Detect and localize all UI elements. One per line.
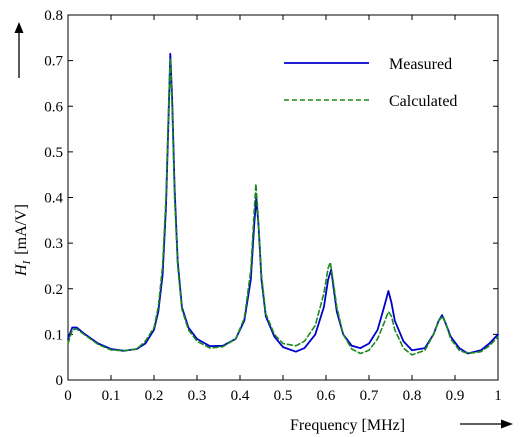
- y-tick-label: 0.3: [44, 236, 63, 252]
- series-line-measured: [67, 52, 499, 355]
- x-tick-label: 0.9: [446, 388, 465, 404]
- legend-label-calculated: Calculated: [389, 93, 457, 110]
- y-tick-label: 0.7: [44, 54, 63, 70]
- y-tick-label: 0.4: [44, 191, 63, 207]
- x-axis-title-text: Frequency [MHz]: [290, 417, 405, 434]
- y-tick-label: 0.1: [44, 327, 63, 343]
- x-axis-ticks: 0 0.1 0.2 0.3 0.4 0.5 0.6 0.7 0.8 0.9 1: [64, 15, 502, 404]
- y-axis-symbol: H: [13, 263, 30, 277]
- y-axis-title: HI [mA/V]: [13, 22, 33, 277]
- x-tick-label: 0.5: [274, 388, 293, 404]
- x-axis-arrow-icon: [460, 419, 513, 429]
- x-tick-label: 0.6: [317, 388, 336, 404]
- x-tick-label: 1: [494, 388, 502, 404]
- y-axis-unit: [mA/V]: [13, 204, 30, 255]
- legend-label-measured: Measured: [389, 56, 452, 73]
- x-tick-label: 0.1: [102, 388, 121, 404]
- x-tick-label: 0.2: [145, 388, 164, 404]
- x-tick-label: 0.7: [360, 388, 379, 404]
- y-axis-ticks: 0 0.1 0.2 0.3 0.4 0.5 0.6 0.7 0.8: [44, 8, 498, 389]
- y-tick-label: 0.5: [44, 145, 63, 161]
- y-tick-label: 0: [56, 373, 64, 389]
- series-line-calculated: [67, 57, 499, 356]
- y-tick-label: 0.6: [44, 99, 63, 115]
- x-tick-label: 0.8: [403, 388, 422, 404]
- legend: Measured Calculated: [284, 56, 457, 110]
- x-axis-title: Frequency [MHz]: [290, 417, 513, 434]
- y-axis-arrow-icon: [14, 22, 24, 78]
- y-axis-title-text: HI [mA/V]: [13, 204, 33, 277]
- x-tick-label: 0.3: [188, 388, 207, 404]
- x-tick-label: 0.4: [231, 388, 250, 404]
- y-tick-label: 0.8: [44, 8, 63, 24]
- y-tick-label: 0.2: [44, 282, 63, 298]
- x-tick-label: 0: [64, 388, 72, 404]
- series-lines: [67, 52, 499, 356]
- y-axis-subscript: I: [21, 259, 33, 265]
